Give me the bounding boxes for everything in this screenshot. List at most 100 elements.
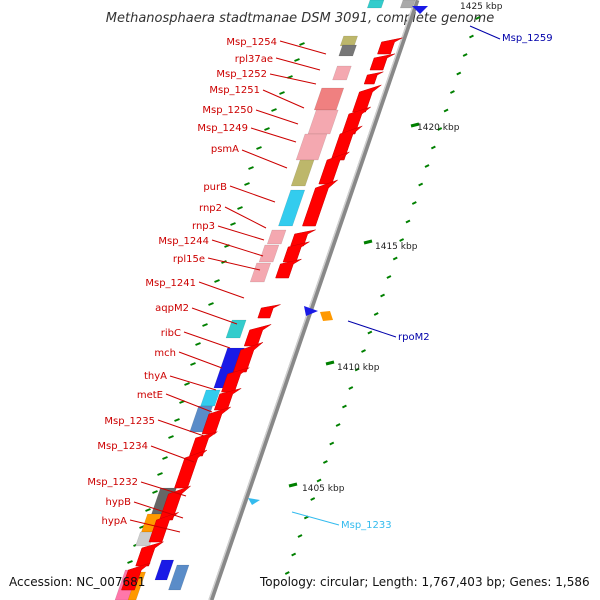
inner-tick: [230, 222, 236, 226]
gene-label[interactable]: Msp_1244: [158, 236, 209, 247]
gene-label[interactable]: Msp_1235: [104, 416, 155, 427]
scale-tick: [291, 552, 297, 557]
gene-block-khaki: [290, 159, 315, 187]
gene-block-steel: [168, 564, 190, 591]
gene-arrow: [257, 304, 281, 319]
inner-tick: [195, 342, 201, 346]
gene-label[interactable]: purB: [203, 182, 227, 193]
inner-tick: [279, 91, 285, 95]
scale-tick: [411, 201, 417, 205]
label-leader-line: [178, 351, 223, 369]
outer-tick-track: [284, 16, 481, 575]
gene-arrow: [148, 512, 179, 543]
scale-tick: [380, 293, 386, 298]
scale-tick: [348, 386, 354, 390]
gene-arrow: [243, 324, 272, 347]
gene-label[interactable]: rpoM2: [398, 332, 430, 343]
scale-tick: [399, 238, 405, 242]
label-leader-line: [262, 89, 305, 109]
gene-label[interactable]: rnp3: [192, 221, 215, 232]
scale-tick: [310, 497, 316, 501]
label-leader-line: [207, 257, 261, 271]
inner-tick: [162, 456, 168, 460]
gene-arrow: [377, 37, 403, 55]
reverse-gene-labels: Msp_1259 rpoM2 Msp_1233: [291, 25, 553, 531]
gene-arrow: [302, 179, 338, 227]
inner-tick: [208, 302, 214, 306]
label-leader-line: [129, 519, 181, 533]
scale-tick: [335, 423, 341, 427]
label-leader-line: [140, 481, 187, 497]
label-leader-line: [183, 331, 231, 349]
gene-label[interactable]: rpl37ae: [235, 54, 273, 65]
inner-tick: [299, 42, 305, 46]
gene-label[interactable]: rpl15e: [173, 254, 205, 265]
scale-tick: [462, 53, 468, 57]
inner-tick: [214, 279, 220, 283]
gene-label[interactable]: Msp_1254: [226, 37, 277, 48]
gene-label[interactable]: rnp2: [199, 203, 222, 214]
label-leaders: [129, 40, 327, 533]
scale-label: 1410 kbp: [337, 363, 380, 373]
gene-label[interactable]: Msp_1234: [97, 441, 148, 452]
scale-major-tick: [288, 482, 298, 488]
gene-label[interactable]: aqpM2: [155, 303, 189, 314]
gene-block-pink: [266, 229, 287, 245]
gene-label[interactable]: thyA: [144, 371, 167, 382]
gene-arrow: [352, 84, 382, 113]
gene-label[interactable]: Msp_1259: [502, 33, 553, 44]
gene-label[interactable]: mch: [154, 348, 176, 359]
gene-label[interactable]: metE: [137, 390, 163, 401]
scale-tick: [405, 219, 411, 224]
scale-tick: [430, 145, 436, 150]
scale-tick: [367, 330, 373, 335]
accession-text: Accession: NC_007681: [9, 575, 145, 589]
inner-tick: [294, 58, 300, 62]
map-title: Methanosphaera stadtmanae DSM 3091, comp…: [106, 11, 494, 26]
inner-tick: [202, 323, 208, 327]
scale-tick: [361, 349, 366, 353]
gene-label[interactable]: Msp_1233: [341, 520, 392, 531]
gene-label[interactable]: ribC: [161, 328, 181, 339]
gene-label[interactable]: Msp_1252: [216, 69, 267, 80]
label-leader-line: [150, 445, 195, 463]
label-leader-line: [157, 419, 205, 437]
gene-arrow: [369, 53, 396, 71]
topology-text: Topology: circular; Length: 1,767,403 bp…: [259, 575, 590, 589]
scale-tick: [469, 34, 474, 39]
inner-tick: [256, 146, 262, 150]
inner-tick: [264, 127, 270, 131]
gene-label[interactable]: Msp_1232: [87, 477, 138, 488]
gene-arrow-blue: [304, 306, 318, 316]
inner-tick-track: [127, 42, 305, 564]
inner-tick: [237, 206, 243, 210]
scale-tick: [297, 534, 303, 538]
gene-label[interactable]: hypB: [106, 497, 132, 508]
gene-label[interactable]: Msp_1249: [197, 123, 248, 134]
inner-tick: [271, 108, 277, 112]
scale-label: 1405 kbp: [302, 484, 345, 494]
gene-arrows: [121, 37, 403, 591]
gene-label[interactable]: Msp_1250: [202, 105, 253, 116]
label-leader-line: [269, 73, 317, 85]
gene-label[interactable]: Msp_1241: [145, 278, 196, 289]
scale-tick: [449, 90, 455, 94]
label-leader-line: [279, 40, 327, 55]
gene-arrow: [363, 71, 384, 85]
gene-block-khaki: [339, 35, 358, 47]
gene-label[interactable]: Msp_1251: [209, 85, 260, 96]
inner-tick: [248, 166, 254, 170]
scale-tick: [373, 312, 379, 316]
gene-label[interactable]: psmA: [211, 144, 239, 155]
scale-tick: [456, 71, 462, 76]
label-leader-line: [165, 393, 213, 413]
gene-label[interactable]: hypA: [102, 516, 128, 527]
scale-label: 1425 kbp: [460, 2, 503, 12]
gene-block-pink: [295, 133, 328, 161]
gene-block-blue: [154, 559, 175, 581]
scale-tick: [437, 127, 443, 131]
gene-blocks: [114, 0, 428, 600]
gene-block-pink: [258, 244, 280, 263]
gene-arrow: [121, 562, 151, 591]
